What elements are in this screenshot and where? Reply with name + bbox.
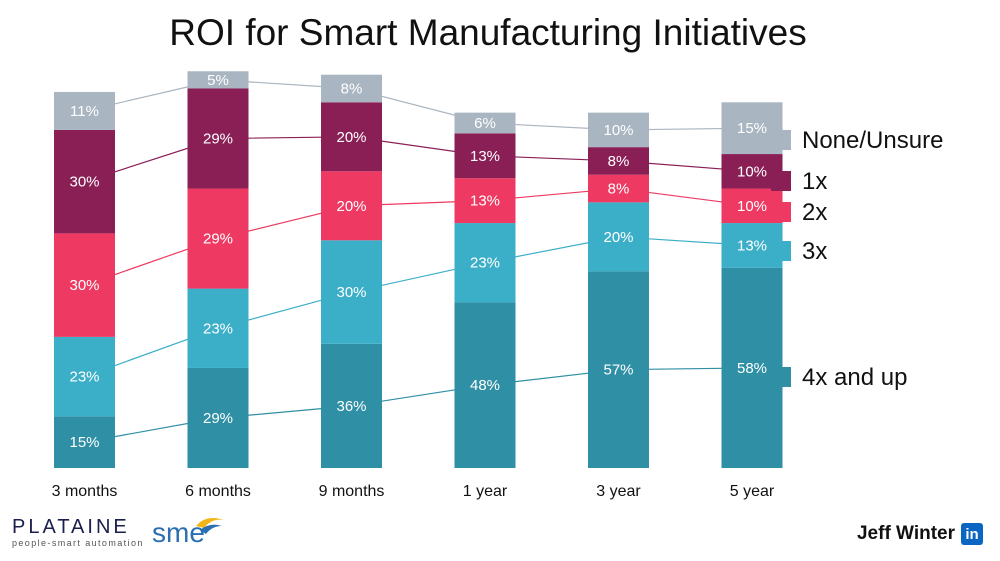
data-label-2x-6-months: 29% — [203, 231, 233, 248]
bar-segment-none-unsure-3-months — [54, 91, 115, 130]
plataine-wordmark: PLATAINE — [12, 516, 130, 538]
data-label-1x-9-months: 20% — [336, 129, 366, 146]
x-tick-label-5-year: 5 year — [730, 483, 775, 500]
bar-segment-1x-3-months — [54, 129, 115, 234]
data-label-4x-and-up-3-months: 15% — [69, 434, 99, 451]
bar-segment-2x-1-year — [454, 178, 516, 224]
data-label-2x-3-months: 30% — [69, 277, 99, 294]
data-label-3x-3-year: 20% — [603, 229, 633, 246]
legend-swatch-4x-and-up — [771, 367, 791, 387]
x-tick-label-3-year: 3 year — [596, 483, 641, 500]
chart-title: ROI for Smart Manufacturing Initiatives — [169, 12, 807, 53]
data-label-none-unsure-3-year: 10% — [603, 122, 633, 139]
bar-segment-2x-6-months — [187, 188, 249, 289]
bar-segment-3x-3-months — [54, 336, 115, 417]
data-label-4x-and-up-1-year: 48% — [470, 377, 500, 394]
bar-segment-none-unsure-1-year — [454, 112, 516, 134]
bar-segment-1x-9-months — [321, 102, 382, 172]
x-tick-label-6-months: 6 months — [185, 483, 251, 500]
bar-segment-4x-and-up-1-year — [454, 302, 516, 468]
legend-swatch-none-unsure — [771, 130, 791, 150]
bar-segment-3x-1-year — [454, 223, 516, 303]
data-label-2x-3-year: 8% — [608, 181, 630, 198]
data-label-2x-1-year: 13% — [470, 193, 500, 210]
sme-logo: sme — [152, 512, 232, 552]
x-tick-label-1-year: 1 year — [463, 483, 508, 500]
legend-swatch-1x — [771, 171, 791, 191]
data-label-2x-9-months: 20% — [336, 198, 366, 215]
data-label-3x-5-year: 13% — [737, 237, 767, 254]
data-label-1x-5-year: 10% — [737, 163, 767, 180]
bar-segment-2x-9-months — [321, 171, 382, 241]
data-label-none-unsure-6-months: 5% — [207, 72, 229, 89]
bar-segment-4x-and-up-9-months — [321, 343, 382, 468]
data-label-none-unsure-9-months: 8% — [341, 81, 363, 98]
data-label-4x-and-up-3-year: 57% — [603, 362, 633, 379]
author-credit: Jeff Winter in — [857, 523, 983, 545]
data-label-1x-6-months: 29% — [203, 131, 233, 148]
legend-swatch-3x — [771, 241, 791, 261]
data-label-none-unsure-3-months: 11% — [70, 103, 99, 120]
author-name: Jeff Winter — [856, 523, 955, 544]
connector-line-2x — [84, 187, 753, 286]
data-label-none-unsure-5-year: 15% — [737, 120, 767, 137]
plataine-tagline: people-smart automation — [12, 538, 144, 548]
data-label-4x-and-up-9-months: 36% — [336, 398, 366, 415]
plataine-logo: PLATAINE people-smart automation — [12, 517, 144, 549]
data-label-none-unsure-1-year: 6% — [474, 115, 496, 132]
data-label-1x-3-months: 30% — [69, 174, 99, 191]
legend-label-none-unsure: None/Unsure — [802, 127, 943, 154]
bar-segment-1x-1-year — [454, 133, 516, 179]
data-label-3x-9-months: 30% — [336, 284, 366, 301]
data-label-4x-and-up-5-year: 58% — [737, 360, 767, 377]
data-label-4x-and-up-6-months: 29% — [203, 410, 233, 427]
bar-segment-none-unsure-9-months — [321, 74, 382, 103]
data-label-2x-5-year: 10% — [737, 198, 767, 215]
bar-segment-3x-9-months — [321, 240, 382, 344]
connector-line-3x — [84, 236, 753, 378]
bar-segment-3x-6-months — [187, 288, 249, 368]
bar-segment-4x-and-up-3-year — [588, 271, 649, 468]
data-label-1x-3-year: 8% — [608, 153, 630, 170]
bar-segment-3x-3-year — [588, 202, 649, 272]
connector-line-none-unsure — [84, 79, 753, 131]
legend-swatch-2x — [771, 202, 791, 222]
data-label-3x-3-months: 23% — [69, 369, 99, 386]
bar-segment-1x-3-year — [588, 147, 649, 175]
bar-segment-1x-6-months — [187, 88, 249, 189]
sme-swoosh-icon — [196, 518, 224, 534]
legend-label-4x-and-up: 4x and up — [802, 364, 907, 391]
bar-segment-4x-and-up-3-months — [54, 416, 115, 468]
bar-segment-2x-3-year — [588, 174, 649, 203]
bar-segment-2x-3-months — [54, 233, 115, 337]
linkedin-icon[interactable]: in — [961, 523, 983, 545]
data-label-3x-6-months: 23% — [203, 320, 233, 337]
data-label-1x-1-year: 13% — [470, 148, 500, 165]
data-label-3x-1-year: 23% — [470, 255, 500, 272]
bar-segment-none-unsure-3-year — [588, 112, 649, 148]
legend-label-1x: 1x — [802, 168, 827, 195]
legend-label-3x: 3x — [802, 238, 827, 265]
connector-line-4x-and-up — [84, 367, 753, 443]
legend-label-2x: 2x — [802, 199, 827, 226]
x-tick-label-9-months: 9 months — [319, 483, 385, 500]
bar-segment-none-unsure-6-months — [187, 71, 249, 89]
bar-segment-4x-and-up-6-months — [187, 367, 249, 468]
connector-line-1x — [84, 136, 753, 183]
sme-wordmark: sme — [152, 517, 205, 548]
x-tick-label-3-months: 3 months — [52, 483, 118, 500]
